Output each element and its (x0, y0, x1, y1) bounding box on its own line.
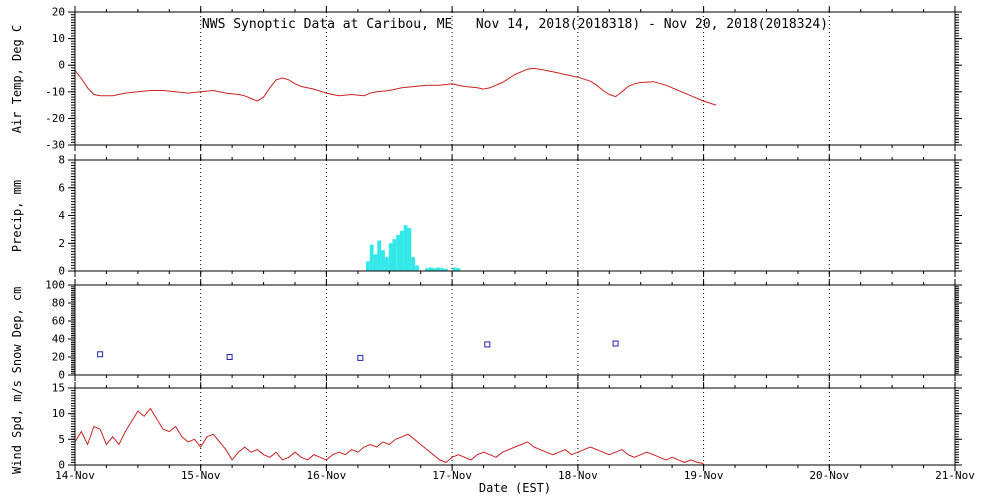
precip-bar (373, 254, 378, 271)
precip-bar (377, 240, 382, 271)
x-tick-label: 16-Nov (307, 469, 347, 482)
precip-bar (407, 228, 412, 271)
precip-bar (381, 250, 385, 271)
panel-border (74, 387, 956, 466)
panel-snow-depth: 0 20 40 60 80 100 (45, 279, 962, 382)
snow-depth-marker (97, 351, 104, 358)
snow-depth-marker (612, 340, 619, 347)
panel-air-temp: -30 -20 -10 0 10 20 (45, 6, 962, 152)
y-tick-label: 0 (58, 459, 65, 472)
x-tick-label: 21-Nov (935, 469, 975, 482)
y-tick-label: -30 (45, 139, 65, 152)
y-tick-label: 100 (45, 279, 65, 292)
y-tick-label: 6 (58, 181, 65, 194)
y-tick-label: 10 (52, 32, 65, 45)
y-tick-label: 20 (52, 351, 65, 364)
precip-bar (415, 265, 419, 271)
y-tick-label: -10 (45, 85, 65, 98)
precip-bar (384, 257, 389, 271)
snow-depth-marker (226, 354, 233, 360)
tick-marks (68, 6, 962, 151)
y-tick-label: 40 (52, 333, 65, 346)
y-tick-label: 20 (52, 6, 65, 19)
y-tick-label: 80 (52, 297, 65, 310)
precip-bar (366, 261, 370, 271)
y-tick-label: 0 (58, 369, 65, 382)
snow-depth-marker (357, 354, 364, 361)
y-axis-title-precip: Precip, mm (10, 179, 24, 252)
y-tick-label: 4 (58, 209, 65, 222)
precip-bar (432, 268, 437, 271)
precip-bar (444, 268, 448, 271)
precip-bar (400, 230, 404, 271)
x-tick-label: 17-Nov (432, 469, 472, 482)
y-tick-label: 8 (58, 154, 65, 167)
precip-bar (440, 268, 444, 271)
tick-marks (68, 279, 962, 381)
precip-bar (396, 234, 400, 271)
precip-bar (369, 244, 374, 271)
x-axis-label: Date (EST) (478, 481, 552, 495)
y-tick-label: 15 (52, 382, 65, 395)
panel-border (74, 284, 956, 376)
y-tick-label: 2 (58, 237, 65, 250)
air-temp-line (74, 67, 717, 106)
y-tick-label: 0 (58, 265, 65, 278)
y-tick-label: 60 (52, 315, 65, 328)
x-tick-label: 15-Nov (181, 469, 221, 482)
y-axis-title-snow-depth: Snow Dep, cm (10, 286, 24, 374)
precip-bar (388, 243, 393, 272)
wind-speed-line (74, 407, 704, 464)
y-axis-title-wind-speed: Wind Spd, m/s (10, 379, 24, 474)
x-tick-label: 18-Nov (558, 469, 598, 482)
y-tick-label: 10 (52, 407, 65, 420)
precip-bar (428, 267, 433, 271)
tick-marks (68, 382, 962, 471)
snow-depth-marker (484, 341, 491, 348)
y-tick-label: 0 (58, 59, 65, 72)
x-tick-label: 20-Nov (809, 469, 849, 482)
precip-bar (452, 267, 457, 271)
tick-marks (68, 154, 962, 277)
precip-bar (411, 257, 416, 271)
y-tick-label: 5 (58, 433, 65, 446)
panel-wind-speed: 0 5 10 15 (52, 382, 962, 472)
precip-bar (425, 268, 429, 271)
precip-bar (403, 225, 408, 271)
precip-bar (392, 239, 397, 271)
x-tick-label: 14-Nov (55, 469, 95, 482)
y-axis-title-air-temp: Air Temp, Deg C (10, 24, 24, 133)
panel-precip: 0 2 4 6 8 (58, 154, 962, 278)
chart-title: NWS Synoptic Data at Caribou, ME Nov 14,… (201, 17, 829, 32)
x-tick-label: 19-Nov (684, 469, 724, 482)
panel-border (74, 159, 956, 272)
precip-bar (456, 268, 461, 271)
y-tick-label: -20 (45, 112, 65, 125)
precip-bar (436, 267, 441, 271)
